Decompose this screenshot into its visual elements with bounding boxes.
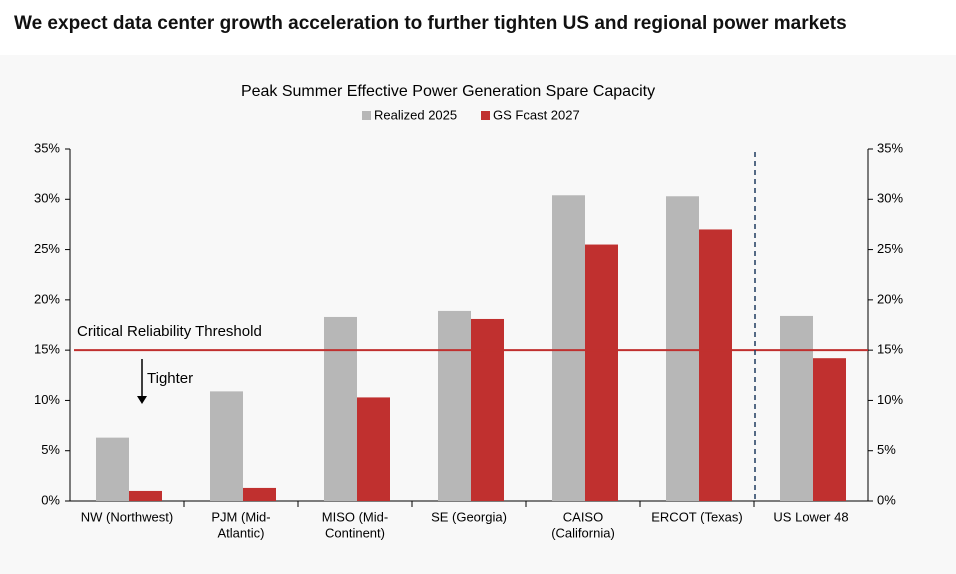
y-tick-label: 0% [41, 492, 60, 507]
x-tick-label: (California) [551, 525, 615, 540]
x-tick-label: MISO (Mid- [322, 509, 388, 524]
x-tick-label: US Lower 48 [773, 509, 848, 524]
y2-tick-label: 10% [877, 392, 903, 407]
y2-tick-label: 0% [877, 492, 896, 507]
bar [552, 195, 585, 501]
y2-tick-label: 20% [877, 291, 903, 306]
y2-tick-label: 15% [877, 342, 903, 357]
page-header: We expect data center growth acceleratio… [14, 13, 847, 34]
x-tick-label: ERCOT (Texas) [651, 509, 743, 524]
x-tick-label: CAISO [563, 509, 603, 524]
bar [780, 315, 813, 501]
y-tick-label: 30% [34, 191, 60, 206]
bar [96, 437, 129, 501]
x-tick-label: Continent) [325, 525, 385, 540]
bar [210, 391, 243, 501]
y2-tick-label: 5% [877, 442, 896, 457]
arrow-head [137, 396, 147, 404]
legend-label: GS Fcast 2027 [493, 107, 580, 122]
bar [471, 318, 504, 501]
bar [585, 244, 618, 502]
legend-label: Realized 2025 [374, 107, 457, 122]
legend-swatch [481, 111, 490, 120]
y2-tick-label: 25% [877, 241, 903, 256]
bar [324, 316, 357, 501]
bar [438, 310, 471, 501]
y-tick-label: 25% [34, 241, 60, 256]
bar [813, 358, 846, 501]
x-tick-label: SE (Georgia) [431, 509, 507, 524]
y-tick-label: 35% [34, 140, 60, 155]
y-tick-label: 5% [41, 442, 60, 457]
legend-swatch [362, 111, 371, 120]
bar [699, 229, 732, 501]
y-tick-label: 10% [34, 392, 60, 407]
x-tick-label: Atlantic) [218, 525, 265, 540]
y2-tick-label: 35% [877, 140, 903, 155]
y2-tick-label: 30% [877, 191, 903, 206]
threshold-label: Critical Reliability Threshold [77, 323, 262, 340]
chart-title: Peak Summer Effective Power Generation S… [241, 83, 655, 100]
bar [357, 397, 390, 501]
y-tick-label: 15% [34, 342, 60, 357]
arrow-label: Tighter [147, 370, 193, 387]
y-tick-label: 20% [34, 291, 60, 306]
bar [666, 196, 699, 502]
bar [129, 490, 162, 501]
x-tick-label: NW (Northwest) [81, 509, 173, 524]
x-tick-label: PJM (Mid- [211, 509, 270, 524]
bar [243, 487, 276, 501]
